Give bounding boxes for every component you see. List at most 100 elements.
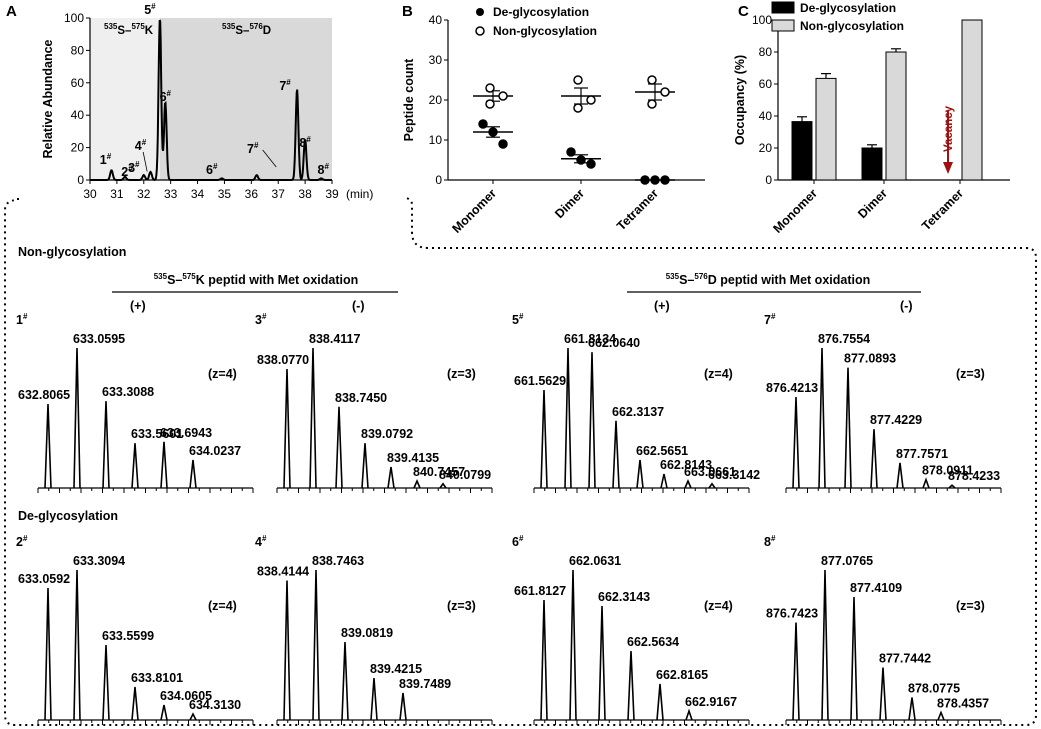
mz-label: 633.5599 bbox=[102, 629, 154, 643]
dotted-frame bbox=[4, 197, 1037, 726]
spectrum-id-part: # bbox=[771, 534, 776, 543]
isotope-peak bbox=[685, 708, 693, 721]
bar-non-glycosylation bbox=[961, 19, 983, 181]
spectrum-id-part: 3 bbox=[255, 313, 262, 327]
spectrum-panel: 5#661.5629661.8134662.0640662.3137662.56… bbox=[512, 312, 760, 493]
group-plus: (+) bbox=[654, 299, 670, 313]
mz-label: 633.3088 bbox=[102, 385, 154, 399]
isotope-peak bbox=[540, 599, 548, 721]
peak-label-part: # bbox=[213, 162, 218, 171]
peak-label: 1# bbox=[100, 152, 112, 167]
isotope-peak bbox=[588, 352, 596, 489]
mz-label: 634.3130 bbox=[189, 698, 241, 712]
mz-label: 633.5601 bbox=[131, 427, 183, 441]
isotope-peak bbox=[387, 466, 395, 489]
x-tick-label: 34 bbox=[191, 187, 205, 201]
mz-label: 662.8143 bbox=[660, 458, 712, 472]
y-tick-label: 30 bbox=[429, 53, 443, 67]
x-tick-label: 32 bbox=[137, 187, 151, 201]
y-tick-label: 10 bbox=[429, 133, 443, 147]
mz-label: 878.4233 bbox=[948, 469, 1000, 483]
mz-label: 663.3142 bbox=[708, 468, 760, 482]
bar-de-glycosylation bbox=[861, 147, 883, 181]
x-tick-label: Monomer bbox=[449, 186, 499, 236]
y-tick-label: 0 bbox=[77, 173, 84, 187]
charge-label: (z=4) bbox=[704, 367, 733, 381]
legend-marker-open bbox=[475, 26, 485, 36]
group-title: 535S–576D peptid with Met oxidation bbox=[666, 272, 871, 287]
spectrum-panel: 4#838.4144838.7463839.0819839.4215839.74… bbox=[255, 534, 493, 725]
spectrum-id: 2# bbox=[16, 534, 28, 549]
bar-non-glycosylation bbox=[885, 51, 907, 181]
isotope-peak bbox=[540, 389, 548, 489]
point-non-glycosylation bbox=[573, 103, 583, 113]
peak-label: 6# bbox=[160, 89, 172, 104]
peak-label-part: # bbox=[324, 162, 329, 171]
peak-label: 6# bbox=[206, 162, 218, 177]
mz-label: 662.3137 bbox=[612, 405, 664, 419]
peak-label-part: 7 bbox=[247, 142, 254, 156]
isotope-peak bbox=[656, 683, 664, 721]
peak-label: 3# bbox=[128, 160, 140, 175]
y-tick-label: 40 bbox=[759, 109, 773, 123]
spectrum-id: 7# bbox=[764, 312, 776, 327]
isotope-peak bbox=[870, 429, 878, 489]
point-de-glycosylation bbox=[478, 119, 488, 129]
peak-label-part: 8 bbox=[318, 163, 325, 177]
y-tick-label: 20 bbox=[759, 141, 773, 155]
y-tick-label: 80 bbox=[759, 45, 773, 59]
isotope-peak bbox=[283, 580, 291, 721]
isotope-peak bbox=[189, 459, 197, 489]
isotope-peak bbox=[131, 686, 139, 721]
mz-label: 838.4117 bbox=[309, 332, 360, 346]
mz-label: 661.8134 bbox=[564, 332, 616, 346]
isotope-peak bbox=[44, 587, 52, 721]
spectrum-id: 5# bbox=[512, 312, 524, 327]
group-title-part: S– bbox=[167, 273, 182, 287]
region-label-part: D bbox=[263, 25, 271, 37]
legend-swatch bbox=[771, 1, 795, 14]
mz-label: 840.0799 bbox=[439, 468, 491, 482]
y-tick-label: 100 bbox=[64, 11, 84, 25]
region-label-part: 535 bbox=[104, 22, 118, 31]
spectrum-id-part: 4 bbox=[255, 535, 262, 549]
mz-label: 633.6943 bbox=[160, 426, 212, 440]
mz-label: 662.3143 bbox=[598, 590, 650, 604]
mz-label: 877.7571 bbox=[896, 447, 948, 461]
spectrum-panel: 7#876.4213876.7554877.0893877.4229877.75… bbox=[764, 312, 1002, 493]
isotope-peak bbox=[569, 569, 577, 721]
peak-label-part: # bbox=[151, 2, 156, 11]
group-title-part: 535 bbox=[154, 272, 168, 281]
spectrum-id-part: 7 bbox=[764, 313, 771, 327]
x-tick-label: Monomer bbox=[770, 186, 820, 236]
mz-label: 840.7457 bbox=[413, 465, 465, 479]
peak-label-part: # bbox=[128, 164, 133, 173]
peak-label-part: 8 bbox=[299, 136, 306, 150]
y-axis-title: Relative Abundance bbox=[41, 39, 55, 158]
mz-label: 839.0819 bbox=[341, 626, 393, 640]
legend-label: De-glycosylation bbox=[493, 5, 589, 19]
y-tick-label: 100 bbox=[752, 13, 772, 27]
mz-label: 877.4109 bbox=[850, 581, 902, 595]
peak-label-part: 4 bbox=[135, 139, 142, 153]
y-tick-label: 0 bbox=[765, 173, 772, 187]
isotope-peak bbox=[309, 347, 317, 489]
peak-label-part: # bbox=[306, 135, 311, 144]
isotope-peak bbox=[879, 667, 887, 721]
y-tick-label: 20 bbox=[71, 141, 85, 155]
peak-label-part: 1 bbox=[100, 153, 107, 167]
spectrum-id: 6# bbox=[512, 534, 524, 549]
panel-letter-b: B bbox=[402, 3, 413, 20]
row-label-non-glycosylation: Non-glycosylation bbox=[18, 245, 126, 259]
spectrum-id-part: 5 bbox=[512, 313, 519, 327]
isotope-peak bbox=[598, 605, 606, 721]
leader-line bbox=[142, 151, 148, 172]
y-tick-label: 0 bbox=[435, 173, 442, 187]
isotope-peak bbox=[341, 641, 349, 721]
mz-label: 661.8127 bbox=[514, 584, 566, 598]
point-non-glycosylation bbox=[586, 95, 596, 105]
spectrum-panel: 1#632.8065633.0595633.3088633.5601633.69… bbox=[16, 312, 254, 493]
peak-label-part: 6 bbox=[160, 90, 167, 104]
isotope-peak bbox=[312, 569, 320, 721]
charge-label: (z=4) bbox=[208, 367, 237, 381]
